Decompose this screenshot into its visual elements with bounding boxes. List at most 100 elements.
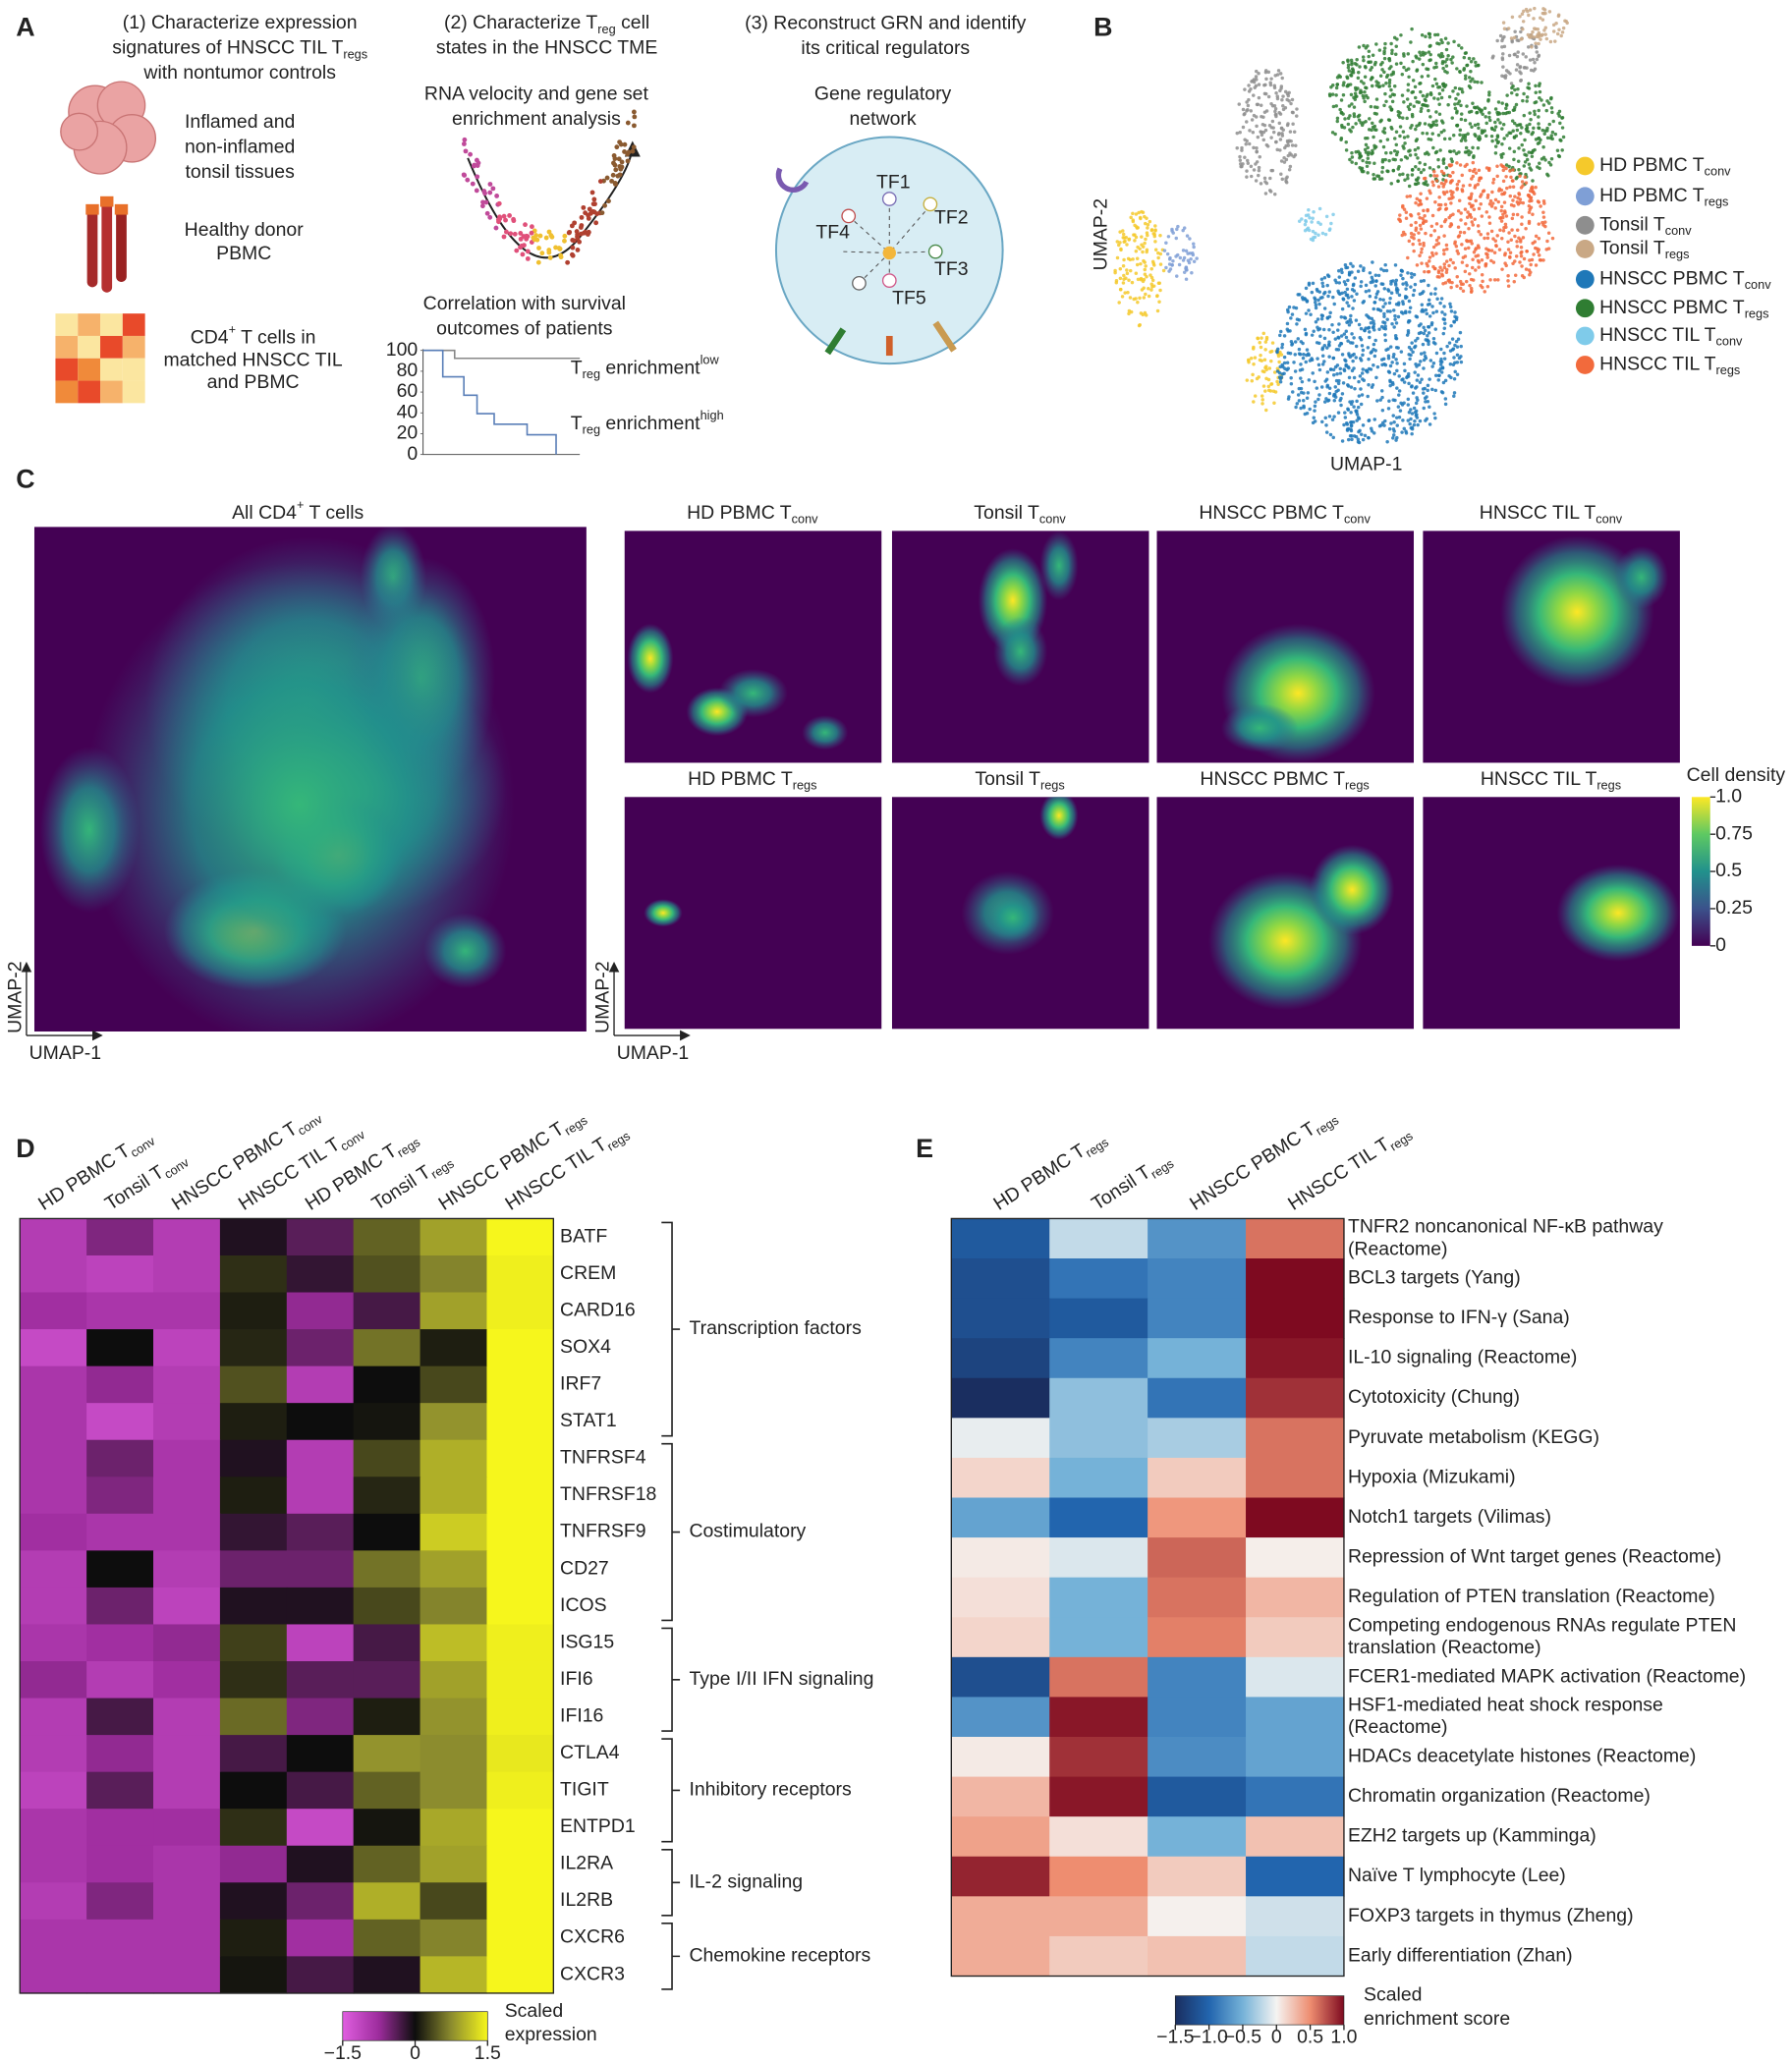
umap-point xyxy=(1342,93,1345,96)
umap-point xyxy=(1533,148,1536,151)
heatmap-cell xyxy=(354,1218,421,1255)
umap-point xyxy=(1401,277,1404,280)
umap-point xyxy=(1353,387,1356,390)
umap-point xyxy=(1508,54,1511,57)
umap-point xyxy=(1527,14,1530,17)
umap-point xyxy=(1559,34,1562,37)
umap-point xyxy=(1532,131,1535,134)
umap-point xyxy=(1265,143,1268,146)
umap-point xyxy=(1528,220,1531,223)
umap-point xyxy=(1414,386,1417,389)
umap-point xyxy=(1521,28,1524,30)
umap-point xyxy=(1512,158,1515,161)
umap-point xyxy=(1281,134,1284,137)
row-label: Early differentiation (Zhan) xyxy=(1348,1944,1573,1966)
umap-point xyxy=(1474,199,1477,202)
umap-point xyxy=(1260,402,1263,405)
umap-point xyxy=(1422,94,1425,97)
umap-point xyxy=(1372,307,1374,310)
umap-point xyxy=(1395,279,1398,282)
umap-point xyxy=(1287,397,1290,400)
umap-point xyxy=(1140,277,1143,280)
umap-point xyxy=(1295,114,1298,117)
axis-label: UMAP-2 xyxy=(4,961,26,1032)
umap-point xyxy=(1418,57,1421,60)
umap-point xyxy=(1530,151,1533,154)
tonsil-icon xyxy=(61,82,156,174)
heatmap-cell xyxy=(287,1772,355,1810)
velocity-dot xyxy=(593,220,598,225)
umap-point xyxy=(1263,177,1266,180)
umap-point xyxy=(1348,400,1351,403)
umap-point xyxy=(1423,332,1426,335)
subscript: conv xyxy=(295,1111,325,1139)
umap-point xyxy=(1380,389,1383,392)
row-label: IL2RB xyxy=(560,1889,613,1911)
subscript: conv xyxy=(1665,223,1693,238)
umap-point xyxy=(1411,412,1414,415)
umap-point xyxy=(1414,85,1417,88)
umap-point xyxy=(1138,324,1141,327)
heatmap-cell xyxy=(951,1218,1050,1258)
umap-point xyxy=(1398,116,1401,119)
umap-point xyxy=(1408,346,1411,349)
umap-point xyxy=(1384,339,1387,342)
umap-point xyxy=(1513,280,1516,283)
umap-point xyxy=(1471,266,1474,269)
umap-point xyxy=(1294,406,1297,409)
umap-point xyxy=(1433,229,1436,232)
umap-point xyxy=(1336,117,1339,120)
umap-point xyxy=(1413,407,1416,410)
umap-point xyxy=(1355,318,1358,321)
umap-point xyxy=(1383,92,1386,95)
umap-point xyxy=(1440,370,1443,373)
heatmap-cell xyxy=(287,1661,355,1699)
umap-point xyxy=(1468,196,1471,199)
umap-point xyxy=(1422,326,1425,329)
umap-point xyxy=(1254,394,1257,397)
umap-point xyxy=(1372,322,1375,325)
umap-point xyxy=(1412,233,1415,236)
umap-point xyxy=(1245,169,1248,172)
heatmap-cell xyxy=(1049,1697,1148,1737)
velocity-dot xyxy=(594,211,599,216)
umap-point xyxy=(1409,285,1412,288)
umap-point xyxy=(1432,170,1435,173)
umap-point xyxy=(1538,248,1540,251)
umap-point xyxy=(1408,319,1411,322)
umap-point xyxy=(1533,61,1536,64)
umap-point xyxy=(1516,196,1519,199)
legend-label: Tonsil Tconv xyxy=(1599,213,1692,238)
umap-point xyxy=(1342,381,1345,384)
umap-point xyxy=(1445,64,1448,67)
subscript: reg xyxy=(583,422,600,437)
umap-point xyxy=(1389,126,1392,129)
umap-point xyxy=(1455,245,1458,248)
step-title: its critical regulators xyxy=(801,37,970,59)
umap-point xyxy=(1274,91,1277,94)
umap-point xyxy=(1464,136,1467,139)
umap-point xyxy=(1175,237,1178,240)
umap-point xyxy=(1490,128,1493,131)
umap-point xyxy=(1316,328,1319,331)
colorbar xyxy=(1175,1996,1344,2026)
umap-point xyxy=(1406,256,1409,259)
umap-point xyxy=(1443,138,1446,140)
umap-point xyxy=(1533,101,1536,104)
velocity-dot xyxy=(570,238,575,243)
legend-label: HNSCC TIL Tregs xyxy=(1599,354,1740,378)
umap-point xyxy=(1540,98,1542,101)
heatmap-cell xyxy=(354,1661,421,1699)
text-part: HNSCC TIL T xyxy=(1599,354,1716,375)
umap-point xyxy=(1405,211,1408,214)
umap-point xyxy=(1520,246,1523,249)
umap-point xyxy=(1362,59,1365,62)
umap-point xyxy=(1335,379,1338,382)
heatmap-cell xyxy=(486,1293,554,1330)
heatmap-cell xyxy=(1148,1258,1247,1299)
umap-point xyxy=(1169,267,1172,270)
velocity-dot xyxy=(502,235,507,240)
umap-point xyxy=(1151,279,1154,282)
velocity-dot xyxy=(513,232,518,237)
heatmap-cell xyxy=(1246,1896,1345,1936)
